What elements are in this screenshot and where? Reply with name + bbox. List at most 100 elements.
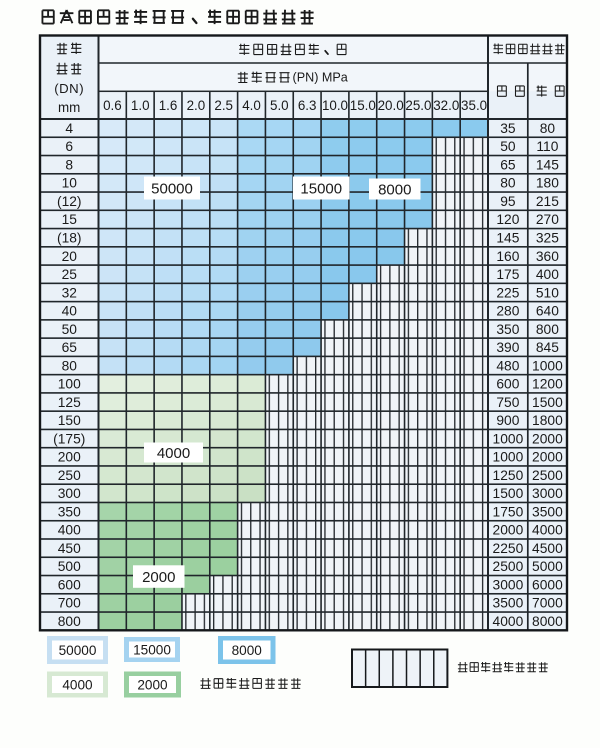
svg-text:6: 6 [65, 139, 73, 154]
svg-text:15.0: 15.0 [350, 98, 376, 113]
svg-text:1250: 1250 [493, 468, 524, 483]
svg-text:160: 160 [496, 249, 519, 264]
svg-text:35: 35 [500, 121, 516, 136]
svg-text:400: 400 [536, 267, 559, 282]
svg-text:215: 215 [536, 194, 559, 209]
svg-text:1.6: 1.6 [159, 98, 178, 113]
svg-text:1500: 1500 [493, 486, 524, 501]
svg-text:(PN) MPa: (PN) MPa [293, 71, 348, 85]
svg-text:32: 32 [62, 285, 77, 300]
svg-text:800: 800 [536, 322, 559, 337]
svg-text:1000: 1000 [532, 358, 563, 373]
svg-text:110: 110 [536, 139, 558, 154]
svg-text:500: 500 [58, 559, 81, 574]
svg-text:360: 360 [536, 249, 559, 264]
svg-text:480: 480 [496, 358, 519, 373]
svg-text:510: 510 [536, 285, 559, 300]
svg-text:2.5: 2.5 [214, 98, 233, 113]
svg-text:15: 15 [62, 212, 78, 227]
svg-text:50: 50 [62, 322, 78, 337]
svg-text:750: 750 [496, 395, 519, 410]
svg-text:145: 145 [496, 230, 519, 245]
svg-text:50: 50 [500, 139, 516, 154]
svg-text:5.0: 5.0 [270, 98, 289, 113]
svg-text:4: 4 [65, 121, 73, 136]
svg-text:2000: 2000 [493, 523, 524, 538]
svg-text:225: 225 [496, 285, 519, 300]
svg-text:280: 280 [496, 304, 519, 319]
svg-text:300: 300 [58, 486, 81, 501]
svg-text:450: 450 [58, 541, 81, 556]
svg-text:4.0: 4.0 [242, 98, 261, 113]
svg-text:7000: 7000 [532, 596, 563, 611]
svg-text:(DN): (DN) [54, 81, 84, 96]
svg-text:25: 25 [62, 267, 78, 282]
svg-text:4000: 4000 [532, 523, 563, 538]
svg-text:175: 175 [496, 267, 519, 282]
svg-text:120: 120 [496, 212, 519, 227]
svg-text:350: 350 [58, 504, 81, 519]
svg-text:80: 80 [540, 121, 556, 136]
svg-text:2000: 2000 [142, 569, 175, 586]
svg-text:3500: 3500 [532, 504, 563, 519]
svg-text:3000: 3000 [493, 577, 524, 592]
svg-text:4500: 4500 [532, 541, 563, 556]
svg-text:50000: 50000 [151, 180, 193, 197]
svg-text:700: 700 [58, 596, 81, 611]
svg-text:95: 95 [500, 194, 516, 209]
svg-text:600: 600 [58, 577, 81, 592]
svg-text:800: 800 [58, 614, 81, 629]
svg-text:8000: 8000 [378, 181, 411, 198]
svg-text:1500: 1500 [532, 395, 563, 410]
svg-text:6.3: 6.3 [298, 98, 317, 113]
svg-text:10.0: 10.0 [322, 98, 348, 113]
svg-text:2500: 2500 [493, 559, 524, 574]
svg-text:1750: 1750 [493, 504, 524, 519]
svg-text:2500: 2500 [532, 468, 563, 483]
svg-text:325: 325 [536, 230, 559, 245]
svg-text:2000: 2000 [532, 431, 563, 446]
svg-text:50000: 50000 [59, 643, 97, 658]
svg-text:3000: 3000 [532, 486, 563, 501]
svg-text:150: 150 [58, 413, 81, 428]
svg-text:2000: 2000 [137, 677, 168, 692]
svg-text:40: 40 [62, 304, 78, 319]
svg-text:20: 20 [62, 249, 78, 264]
svg-text:mm: mm [58, 100, 80, 115]
svg-text:200: 200 [58, 450, 81, 465]
svg-text:4000: 4000 [157, 445, 190, 462]
svg-text:600: 600 [496, 377, 519, 392]
svg-text:80: 80 [62, 358, 78, 373]
svg-text:1200: 1200 [532, 377, 563, 392]
svg-text:4000: 4000 [493, 614, 524, 629]
svg-text:2250: 2250 [493, 541, 524, 556]
svg-text:5000: 5000 [532, 559, 563, 574]
svg-text:80: 80 [500, 176, 516, 191]
svg-text:1000: 1000 [493, 431, 524, 446]
svg-text:10: 10 [62, 176, 78, 191]
svg-text:250: 250 [58, 468, 81, 483]
svg-text:(175): (175) [53, 431, 85, 446]
svg-text:900: 900 [496, 413, 519, 428]
svg-text:6000: 6000 [532, 577, 563, 592]
svg-text:390: 390 [496, 340, 519, 355]
svg-text:4000: 4000 [62, 677, 93, 692]
svg-text:2.0: 2.0 [187, 98, 206, 113]
svg-text:32.0: 32.0 [433, 98, 459, 113]
svg-text:180: 180 [536, 176, 559, 191]
svg-text:0.6: 0.6 [103, 98, 122, 113]
svg-text:65: 65 [62, 340, 78, 355]
svg-text:(12): (12) [57, 194, 82, 209]
svg-text:145: 145 [536, 157, 559, 172]
svg-text:1000: 1000 [493, 450, 524, 465]
svg-text:25.0: 25.0 [405, 98, 431, 113]
svg-text:8000: 8000 [232, 643, 263, 658]
svg-text:270: 270 [536, 212, 559, 227]
svg-text:125: 125 [58, 395, 81, 410]
svg-text:35.0: 35.0 [461, 98, 487, 113]
svg-text:8000: 8000 [532, 614, 563, 629]
svg-text:640: 640 [536, 304, 559, 319]
svg-text:2000: 2000 [532, 450, 563, 465]
svg-text:20.0: 20.0 [378, 98, 404, 113]
svg-text:(18): (18) [57, 230, 82, 245]
